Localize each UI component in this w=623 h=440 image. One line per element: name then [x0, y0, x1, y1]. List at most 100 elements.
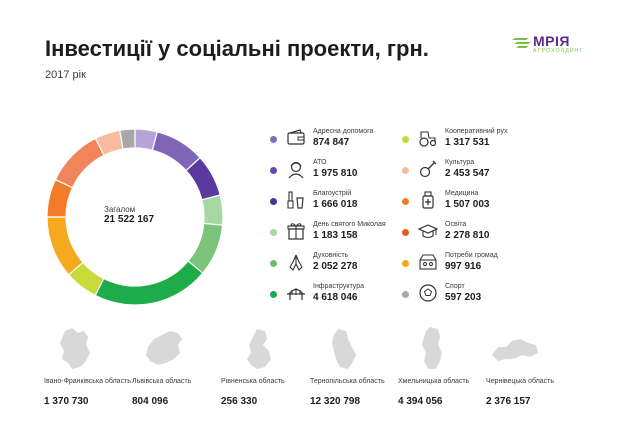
legend-label: АТО [313, 159, 327, 166]
mriya-logo-icon [512, 38, 531, 48]
donut-slice-8 [46, 216, 84, 276]
region-name: Хмельницька область [398, 378, 470, 385]
legend-dot [402, 229, 409, 236]
bridge-icon [287, 288, 305, 300]
region-shape [247, 329, 271, 369]
region-name: Тернопільська область [310, 378, 385, 385]
legend-item: Культура 2 453 547 [402, 159, 562, 185]
region-name: Чернівецька область [486, 378, 555, 385]
page-subtitle: 2017 рік [45, 69, 86, 81]
legend-value: 597 203 [445, 292, 482, 303]
community-icon [419, 254, 437, 270]
legend-value: 2 278 810 [445, 230, 490, 241]
graduation-cap-icon [418, 224, 438, 239]
total-label: Загалом [104, 205, 136, 214]
region-value: 4 394 056 [398, 396, 443, 407]
legend-dot [402, 167, 409, 174]
legend-value: 1 507 003 [445, 199, 490, 210]
region-value: 804 096 [132, 396, 169, 407]
soldier-icon [288, 161, 304, 179]
legend-label: Кооперативний рух [445, 128, 508, 135]
region-map-icon [332, 329, 356, 369]
legend-label: Медицина [445, 190, 479, 197]
page-title: Інвестиції у соціальні проекти, грн. [45, 36, 429, 61]
legend-item: Духовність 2 052 278 [270, 252, 430, 278]
legend-value: 997 916 [445, 261, 482, 272]
guitar-icon [419, 160, 437, 178]
legend-label: Культура [445, 159, 475, 166]
legend-item: Благоустрій 1 666 018 [270, 190, 430, 216]
donut-slice-12 [119, 128, 136, 150]
region-shape [422, 327, 442, 369]
wallet-icon [287, 129, 305, 145]
region-shape [332, 329, 356, 369]
legend-item: Потреби громад 997 916 [402, 252, 562, 278]
legend-dot [270, 291, 277, 298]
medicine-icon [422, 191, 434, 209]
region-name: Івано-Франківська область [44, 378, 131, 385]
region-value: 2 376 157 [486, 396, 531, 407]
region-item: Рівненська область 256 330 [221, 325, 321, 435]
legend-label: Спорт [445, 283, 465, 290]
legend-item: Кооперативний рух 1 317 531 [402, 128, 562, 154]
logo-subtitle: АГРОХОЛДИНГ [533, 48, 584, 54]
logo-wordmark: МРІЯ [533, 33, 570, 49]
legend-label: Потреби громад [445, 252, 498, 259]
region-shape [146, 331, 182, 365]
regions-row: Івано-Франківська область 1 370 730 Львівс… [0, 325, 623, 435]
legend-item: День святого Миколая 1 183 158 [270, 221, 430, 247]
donut-slice-6 [94, 260, 204, 306]
region-name: Львівська область [132, 378, 192, 385]
legend-label: Благоустрій [313, 190, 352, 197]
gift-icon [287, 223, 305, 240]
legend-dot [270, 198, 277, 205]
region-shape [60, 328, 90, 369]
chart-legend: Адресна допомога 874 847 АТО 1 975 810 Благо… [270, 128, 610, 310]
legend-item: Спорт 597 203 [402, 283, 562, 309]
legend-value: 1 975 810 [313, 168, 358, 179]
donut-slice-10 [54, 137, 105, 189]
region-map-icon [146, 331, 182, 365]
region-item: Хмельницька область 4 394 056 [398, 325, 498, 435]
legend-item: Інфраструктура 4 618 046 [270, 283, 430, 309]
region-map-icon [60, 328, 90, 369]
legend-value: 1 183 158 [313, 230, 358, 241]
legend-value: 2 453 547 [445, 168, 490, 179]
legend-dot [402, 291, 409, 298]
legend-label: Освіта [445, 221, 467, 228]
legend-label: Інфраструктура [313, 283, 365, 290]
legend-dot [270, 167, 277, 174]
ball-icon [419, 284, 437, 302]
region-item: Івано-Франківська область 1 370 730 [44, 325, 144, 435]
legend-value: 2 052 278 [313, 261, 358, 272]
total-value: 21 522 167 [104, 214, 155, 225]
legend-dot [402, 198, 409, 205]
donut-chart [46, 128, 224, 306]
region-item: Чернівецька область 2 376 157 [486, 325, 586, 435]
region-value: 1 370 730 [44, 396, 89, 407]
legend-dot [270, 260, 277, 267]
legend-item: Адресна допомога 874 847 [270, 128, 430, 154]
region-shape [492, 339, 538, 361]
legend-value: 874 847 [313, 137, 350, 148]
brush-bucket-icon [287, 191, 304, 209]
region-value: 12 320 798 [310, 396, 361, 407]
region-value: 256 330 [221, 396, 258, 407]
region-item: Тернопільська область 12 320 798 [310, 325, 410, 435]
legend-dot [270, 229, 277, 236]
legend-item: Медицина 1 507 003 [402, 190, 562, 216]
tractor-icon [419, 131, 437, 147]
region-name: Рівненська область [221, 378, 285, 385]
region-map-icon [492, 339, 538, 361]
praying-hands-icon [289, 254, 303, 271]
donut-slice-4 [201, 194, 224, 226]
legend-dot [402, 136, 409, 143]
region-item: Львівська область 804 096 [132, 325, 232, 435]
region-map-icon [247, 329, 271, 369]
legend-value: 1 666 018 [313, 199, 358, 210]
legend-value: 1 317 531 [445, 137, 490, 148]
legend-item: Освіта 2 278 810 [402, 221, 562, 247]
legend-label: День святого Миколая [313, 221, 386, 228]
legend-label: Духовність [313, 252, 349, 259]
legend-dot [270, 136, 277, 143]
